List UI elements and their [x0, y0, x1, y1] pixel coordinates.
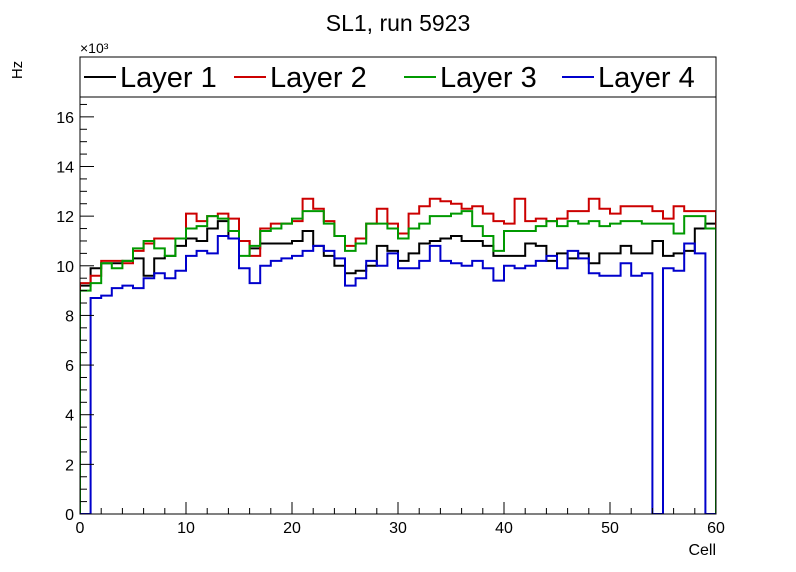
y-tick-label: 12 — [56, 209, 74, 226]
legend-label-layer-4: Layer 4 — [598, 62, 695, 94]
x-axis-label: Cell — [688, 542, 716, 559]
chart-title: SL1, run 5923 — [326, 10, 471, 36]
y-tick-label: 14 — [56, 160, 74, 177]
y-multiplier-label: ×10³ — [80, 40, 109, 56]
y-tick-label: 8 — [65, 308, 74, 325]
x-tick-label: 30 — [389, 520, 407, 537]
series-line-layer-4 — [80, 235, 716, 514]
x-tick-label: 60 — [707, 520, 725, 537]
x-tick-label: 20 — [283, 520, 301, 537]
x-tick-label: 40 — [495, 520, 513, 537]
y-tick-label: 16 — [56, 110, 74, 127]
y-tick-label: 0 — [65, 507, 74, 524]
legend-label-layer-1: Layer 1 — [120, 62, 217, 94]
legend-label-layer-2: Layer 2 — [270, 62, 367, 94]
x-tick-label: 50 — [601, 520, 619, 537]
legend-box — [79, 56, 717, 98]
series-line-layer-1 — [80, 220, 716, 514]
y-tick-label: 10 — [56, 259, 74, 276]
series-line-layer-3 — [80, 210, 716, 514]
y-tick-label: 2 — [65, 457, 74, 474]
series-line-layer-2 — [80, 197, 716, 514]
y-tick-label: 4 — [65, 408, 74, 425]
plot-frame — [79, 96, 717, 515]
y-tick-label: 6 — [65, 358, 74, 375]
y-axis-label: Hz — [9, 61, 26, 79]
legend-label-layer-3: Layer 3 — [440, 62, 537, 94]
x-tick-label: 10 — [177, 520, 195, 537]
x-tick-label: 0 — [76, 520, 85, 537]
